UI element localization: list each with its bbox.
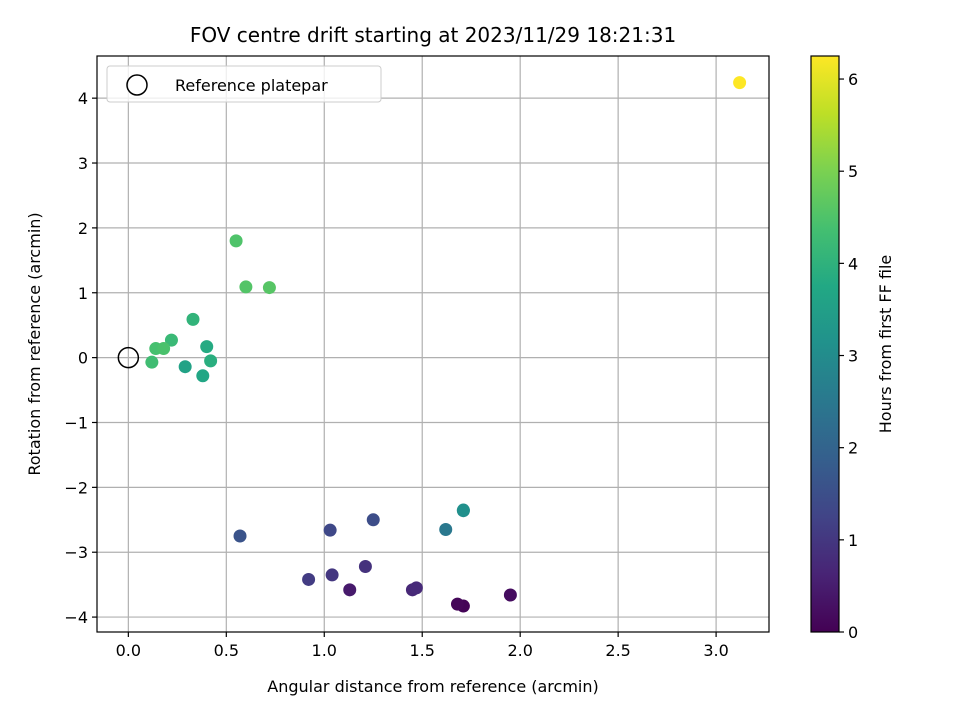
y-tick-label: 0: [78, 349, 88, 368]
legend-box: [106, 65, 382, 103]
scatter-point: [439, 523, 453, 537]
scatter-point: [229, 234, 243, 248]
x-tick-label: 3.0: [703, 641, 728, 660]
scatter-point: [145, 355, 159, 369]
scatter-point: [178, 360, 192, 374]
colorbar-tick-label: 5: [848, 162, 858, 181]
x-tick-label: 0.5: [214, 641, 239, 660]
legend: Reference platepar: [106, 65, 382, 103]
grid: [97, 56, 769, 632]
y-tick-label: −2: [64, 478, 88, 497]
scatter-point: [733, 76, 747, 90]
y-tick-label: −4: [64, 608, 88, 627]
scatter-point: [343, 583, 357, 597]
chart-title: FOV centre drift starting at 2023/11/29 …: [190, 23, 676, 47]
plot-frame: [96, 55, 770, 633]
x-axis-label: Angular distance from reference (arcmin): [267, 677, 598, 696]
y-tick-label: 1: [78, 284, 88, 303]
x-tick-label: 0.0: [116, 641, 141, 660]
y-tick-label: 4: [78, 89, 88, 108]
colorbar-tick-label: 2: [848, 439, 858, 458]
scatter-point: [200, 340, 214, 354]
y-tick-label: −1: [64, 413, 88, 432]
colorbar-tick-label: 6: [848, 70, 858, 89]
colorbar-ticks: 0 1 2 3 4 5 6: [839, 70, 858, 642]
reference-marker-layer: [117, 346, 140, 369]
scatter-point: [262, 281, 276, 295]
y-axis-label: Rotation from reference (arcmin): [25, 212, 44, 475]
y-axis-ticks: −4 −3 −2 −1 0 1 2 3 4: [64, 89, 97, 627]
scatter-point: [325, 568, 339, 582]
x-tick-label: 1.5: [409, 641, 434, 660]
colorbar-tick-label: 4: [848, 254, 858, 273]
reference-platepar-marker: [117, 346, 140, 369]
x-tick-label: 1.0: [312, 641, 337, 660]
legend-entry-reference-platepar: Reference platepar: [175, 76, 328, 95]
x-tick-label: 2.5: [605, 641, 630, 660]
scatter-point: [366, 513, 380, 527]
colorbar-tick-label: 1: [848, 531, 858, 550]
legend-marker-icon: [126, 74, 148, 96]
scatter-point: [302, 572, 316, 586]
scatter-point: [157, 342, 171, 356]
scatter-point: [196, 369, 210, 383]
y-tick-label: −3: [64, 543, 88, 562]
y-tick-label: 3: [78, 154, 88, 173]
scatter-point: [204, 354, 218, 368]
data-points: [145, 76, 747, 613]
scatter-point: [164, 333, 178, 347]
scatter-point: [233, 529, 247, 543]
scatter-point: [450, 597, 464, 611]
scatter-point: [186, 312, 200, 326]
scatter-point: [358, 559, 372, 573]
scatter-point: [456, 503, 470, 517]
colorbar-tick-label: 0: [848, 623, 858, 642]
colorbar: 0 1 2 3 4 5 6 Hours from first FF file: [810, 55, 895, 642]
colorbar-gradient: [810, 55, 840, 633]
scatter-point: [409, 581, 423, 595]
x-axis-ticks: 0.0 0.5 1.0 1.5 2.0 2.5 3.0: [116, 632, 729, 660]
colorbar-label: Hours from first FF file: [876, 255, 895, 434]
x-tick-label: 2.0: [507, 641, 532, 660]
colorbar-tick-label: 3: [848, 347, 858, 366]
scatter-point: [503, 588, 517, 602]
scatter-point: [323, 523, 337, 537]
scatter-point: [239, 280, 253, 294]
y-tick-label: 2: [78, 219, 88, 238]
